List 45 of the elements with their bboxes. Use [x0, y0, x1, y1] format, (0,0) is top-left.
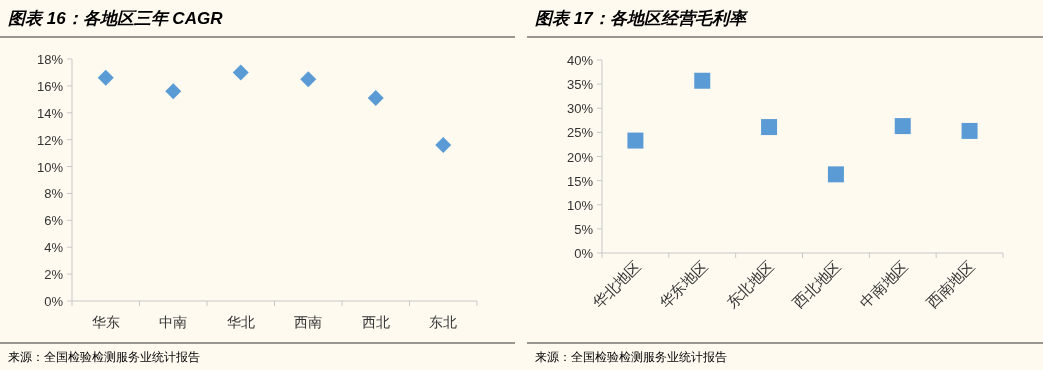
point: [761, 119, 778, 136]
y-tick-label: 0%: [44, 294, 64, 309]
x-tick-label: 西北: [361, 314, 390, 330]
y-tick-label: 4%: [44, 240, 64, 256]
y-tick-label: 25%: [566, 125, 594, 141]
y-tick-label: 15%: [566, 173, 594, 189]
x-tick-label: 西南地区: [923, 257, 978, 312]
point: [894, 118, 911, 135]
y-tick-label: 16%: [36, 78, 64, 94]
y-tick-label: 10%: [566, 197, 594, 213]
x-tick-label: 东北地区: [722, 257, 778, 312]
y-tick-label: 6%: [44, 213, 64, 229]
point: [165, 83, 182, 100]
y-tick-label: 30%: [566, 101, 594, 117]
x-tick-label: 华东: [91, 314, 120, 330]
y-tick-label: 40%: [566, 53, 594, 68]
chart-title: 图表 17：各地区经营毛利率: [535, 9, 748, 28]
point: [627, 132, 644, 149]
y-tick-label: 2%: [44, 267, 64, 283]
y-tick-label: 5%: [574, 221, 594, 237]
y-tick-label: 12%: [36, 132, 64, 148]
point: [435, 137, 452, 154]
point: [367, 89, 384, 106]
x-tick-label: 西北地区: [789, 257, 845, 312]
x-tick-label: 东北: [429, 314, 458, 330]
x-tick-label: 中南地区: [856, 257, 911, 312]
x-tick-label: 华北: [226, 314, 255, 330]
point: [300, 71, 317, 88]
source-note: 来源：全国检验检测服务业统计报告: [8, 350, 200, 364]
x-tick-label: 华东地区: [655, 257, 711, 312]
chart-title: 图表 16：各地区三年 CAGR: [8, 9, 224, 28]
x-tick-label: 西南: [294, 314, 323, 330]
y-tick-label: 10%: [36, 159, 64, 175]
point: [961, 122, 978, 139]
y-tick-label: 18%: [36, 52, 64, 67]
source-note: 来源：全国检验检测服务业统计报告: [535, 350, 727, 364]
point: [827, 166, 844, 183]
y-tick-label: 8%: [44, 186, 64, 202]
y-tick-label: 14%: [36, 105, 64, 121]
y-tick-label: 20%: [566, 149, 594, 165]
point: [694, 72, 711, 89]
x-tick-label: 中南: [159, 314, 188, 330]
point: [232, 64, 249, 81]
point: [97, 69, 114, 86]
y-tick-label: 35%: [566, 77, 594, 93]
